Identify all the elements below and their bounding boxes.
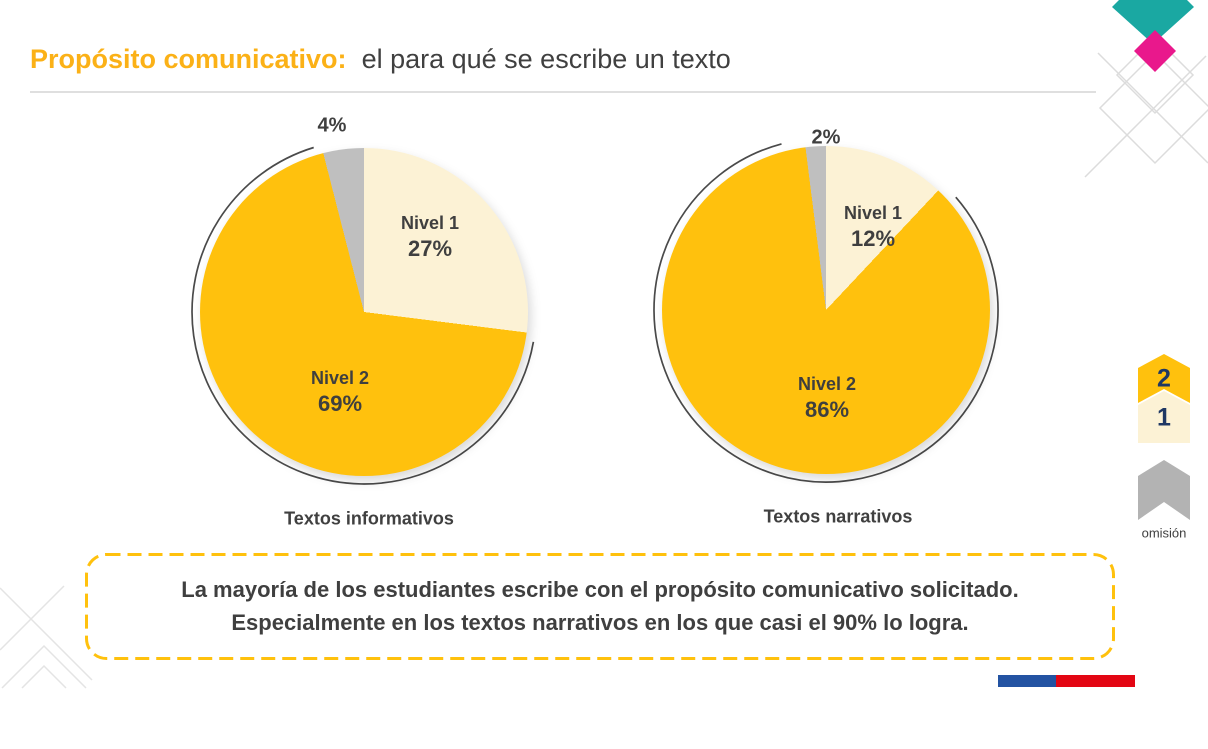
flag-red-segment — [1056, 675, 1135, 687]
title-rest: el para qué se escribe un texto — [361, 44, 731, 74]
callout-box: La mayoría de los estudiantes escribe co… — [86, 553, 1114, 659]
callout-line2: Especialmente en los textos narrativos e… — [231, 610, 969, 635]
pink-diamond-icon — [1134, 30, 1176, 72]
slice-label-nivel1: Nivel 1 27% — [401, 212, 459, 262]
slice-pct: 27% — [407, 235, 453, 261]
diagonal-line-decor — [0, 587, 93, 681]
title-highlight: Propósito comunicativo: — [30, 44, 347, 74]
level2-chevron-icon — [1138, 354, 1190, 403]
legend-level1-number: 1 — [1157, 403, 1171, 432]
flag-bar — [998, 675, 1135, 687]
diamond-outline-icon — [1115, 35, 1195, 115]
slice-name: Nivel 1 — [843, 203, 903, 223]
omission-pct-label: 4% — [317, 114, 347, 137]
slice-label-nivel1: Nivel 1 12% — [844, 202, 902, 252]
diagonal-line-decor — [1084, 55, 1207, 178]
slice-label-nivel2: Nivel 2 86% — [798, 373, 856, 423]
level1-chevron-icon — [1138, 391, 1190, 443]
slice-name: Nivel 2 — [310, 368, 370, 388]
page-title: Propósito comunicativo: el para qué se e… — [30, 44, 731, 75]
pie-textos-narrativos — [662, 146, 990, 474]
slice-label-nivel2: Nivel 2 69% — [311, 367, 369, 417]
corner-decor-bottom-left — [0, 585, 93, 689]
flag-blue-segment — [998, 675, 1056, 687]
level-legend — [1138, 354, 1190, 520]
slice-pct: 86% — [804, 396, 850, 422]
diagonal-line-decor — [1097, 52, 1208, 164]
pie-caption-narrativos: Textos narrativos — [763, 506, 913, 527]
pie-textos-informativos — [200, 148, 528, 476]
teal-diamond-icon — [1112, 0, 1194, 44]
callout-line1: La mayoría de los estudiantes escribe co… — [181, 577, 1019, 602]
legend-level2-number: 2 — [1157, 364, 1171, 393]
pie-caption-informativos: Textos informativos — [284, 508, 454, 529]
slice-name: Nivel 1 — [400, 213, 460, 233]
slice-pct: 69% — [317, 390, 363, 416]
title-divider — [30, 91, 1096, 93]
omission-chevron-icon — [1138, 460, 1190, 520]
legend-omission-label: omisión — [1141, 525, 1187, 541]
slice-pct: 12% — [850, 225, 896, 251]
chevron-outline-icon — [1, 644, 87, 689]
slice-name: Nivel 2 — [797, 374, 857, 394]
chevron-outline-icon — [21, 664, 67, 689]
corner-decor-top-right — [1084, 35, 1208, 178]
diamond-outline-icon — [1098, 51, 1208, 165]
omission-pct-label: 2% — [811, 126, 841, 149]
diagonal-line-decor — [0, 585, 65, 651]
